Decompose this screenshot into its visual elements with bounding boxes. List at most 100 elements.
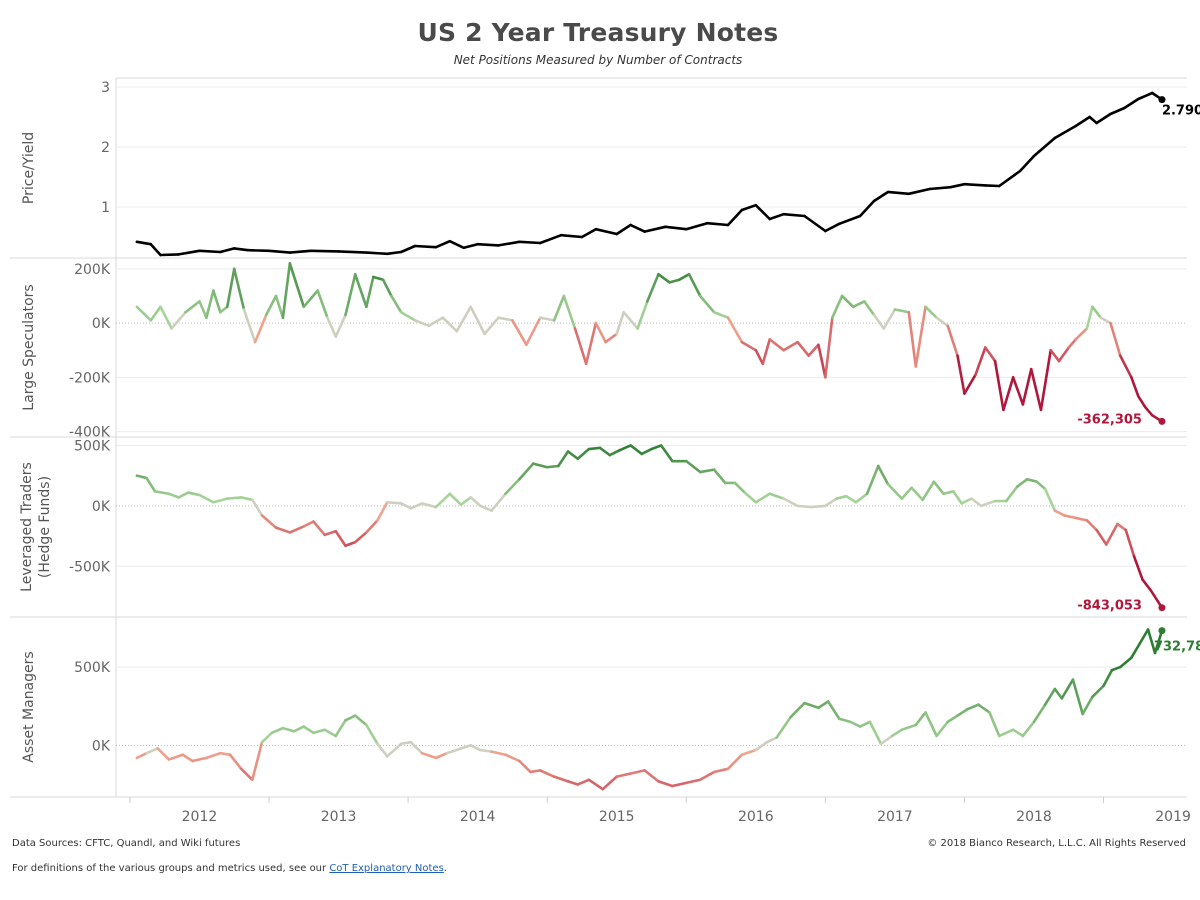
series-segment bbox=[420, 751, 438, 760]
series-segment bbox=[511, 319, 528, 347]
series-segment bbox=[858, 199, 876, 218]
series-segment bbox=[963, 182, 987, 187]
end-value-label: 2.790 bbox=[1162, 104, 1200, 119]
series-segment bbox=[1074, 516, 1089, 522]
series-segment bbox=[344, 540, 357, 548]
y-axis-label: Price/Yield bbox=[21, 132, 37, 204]
series-segment bbox=[372, 275, 385, 281]
series-segment bbox=[529, 769, 542, 774]
series-segment bbox=[761, 338, 772, 366]
panel-2: 200K 0K -200K -400K Large Speculators -362,30… bbox=[10, 262, 1187, 441]
series-segment bbox=[448, 239, 466, 250]
series-segment bbox=[353, 531, 368, 544]
series-segment bbox=[712, 468, 727, 485]
series-segment bbox=[1130, 376, 1140, 398]
series-segment bbox=[309, 249, 340, 253]
series-segment bbox=[1016, 477, 1029, 488]
y-tick-label: 0K bbox=[92, 316, 111, 332]
series-segment bbox=[615, 772, 632, 778]
series-segment bbox=[1118, 354, 1133, 379]
series-segment bbox=[726, 753, 744, 771]
series-segment bbox=[587, 446, 602, 451]
series-segment bbox=[1110, 665, 1122, 672]
series-segment bbox=[281, 726, 296, 733]
series-segment bbox=[643, 225, 667, 233]
series-segment bbox=[664, 225, 688, 231]
series-segment bbox=[434, 239, 452, 249]
series-segment bbox=[684, 778, 702, 785]
series-segment bbox=[225, 267, 236, 309]
series-segment bbox=[629, 223, 646, 233]
series-segment bbox=[270, 726, 285, 735]
series-segment bbox=[177, 491, 190, 499]
y-tick-label: 0K bbox=[92, 738, 111, 754]
series-segment bbox=[796, 340, 810, 357]
series-segment bbox=[1071, 678, 1084, 716]
series-segment bbox=[1032, 136, 1057, 158]
series-segment bbox=[525, 316, 542, 347]
series-segment bbox=[312, 728, 326, 735]
series-segment bbox=[974, 346, 987, 376]
series-segment bbox=[890, 728, 904, 738]
series-segment bbox=[365, 275, 375, 309]
series-segment bbox=[840, 294, 855, 309]
series-segment bbox=[594, 227, 619, 236]
series-segment bbox=[1118, 656, 1133, 669]
series-segment bbox=[946, 324, 959, 357]
series-segment bbox=[573, 327, 588, 366]
series-segment bbox=[413, 319, 431, 328]
series-segment bbox=[219, 751, 232, 757]
series-segment bbox=[900, 486, 913, 500]
series-segment bbox=[705, 221, 730, 227]
series-segment bbox=[963, 373, 977, 395]
series-segment bbox=[886, 190, 911, 196]
chart-title: US 2 Year Treasury Notes bbox=[417, 18, 779, 47]
series-segment bbox=[1021, 367, 1033, 406]
series-segment bbox=[302, 520, 315, 528]
series-segment bbox=[668, 278, 681, 284]
series-segment bbox=[518, 462, 535, 481]
series-segment bbox=[740, 203, 758, 212]
series-segment bbox=[684, 221, 709, 231]
y-tick-label: 500K bbox=[74, 660, 111, 676]
series-segment bbox=[1085, 305, 1094, 330]
series-segment bbox=[205, 751, 222, 760]
series-segment bbox=[965, 703, 980, 711]
series-segment bbox=[399, 502, 413, 510]
series-segment bbox=[1137, 395, 1147, 409]
series-segment bbox=[353, 714, 368, 727]
series-segment bbox=[1011, 376, 1025, 406]
series-segment bbox=[288, 249, 313, 254]
series-segment bbox=[441, 316, 459, 333]
series-segment bbox=[455, 305, 472, 333]
end-value-label: -843,053 bbox=[1077, 599, 1142, 614]
series-segment bbox=[504, 477, 521, 496]
series-segment bbox=[334, 313, 347, 338]
series-segment bbox=[337, 250, 368, 254]
y-axis-label: Asset Managers bbox=[21, 651, 37, 762]
series-segment bbox=[1153, 629, 1164, 655]
series-segment bbox=[977, 703, 991, 714]
y-tick-label: 3 bbox=[101, 80, 110, 96]
series-segment bbox=[557, 450, 570, 468]
cot-notes-link[interactable]: CoT Explanatory Notes bbox=[329, 863, 444, 874]
series-segment bbox=[687, 272, 702, 298]
series-segment bbox=[765, 736, 778, 744]
series-segment bbox=[1074, 115, 1091, 128]
series-segment bbox=[145, 476, 157, 493]
series-segment bbox=[518, 759, 532, 774]
series-segment bbox=[469, 305, 486, 336]
series-segment bbox=[733, 481, 746, 494]
series-segment bbox=[251, 740, 264, 782]
series-segment bbox=[153, 490, 171, 496]
series-segment bbox=[671, 781, 688, 788]
series-segment bbox=[552, 294, 566, 322]
y-axis-label: Leveraged Traders bbox=[19, 462, 35, 592]
end-point bbox=[1158, 96, 1166, 104]
end-point bbox=[1158, 604, 1166, 612]
series-segment bbox=[376, 742, 389, 758]
series-segment bbox=[385, 500, 403, 505]
series-segment bbox=[924, 305, 938, 319]
series-segment bbox=[253, 313, 268, 344]
series-segment bbox=[726, 208, 744, 227]
